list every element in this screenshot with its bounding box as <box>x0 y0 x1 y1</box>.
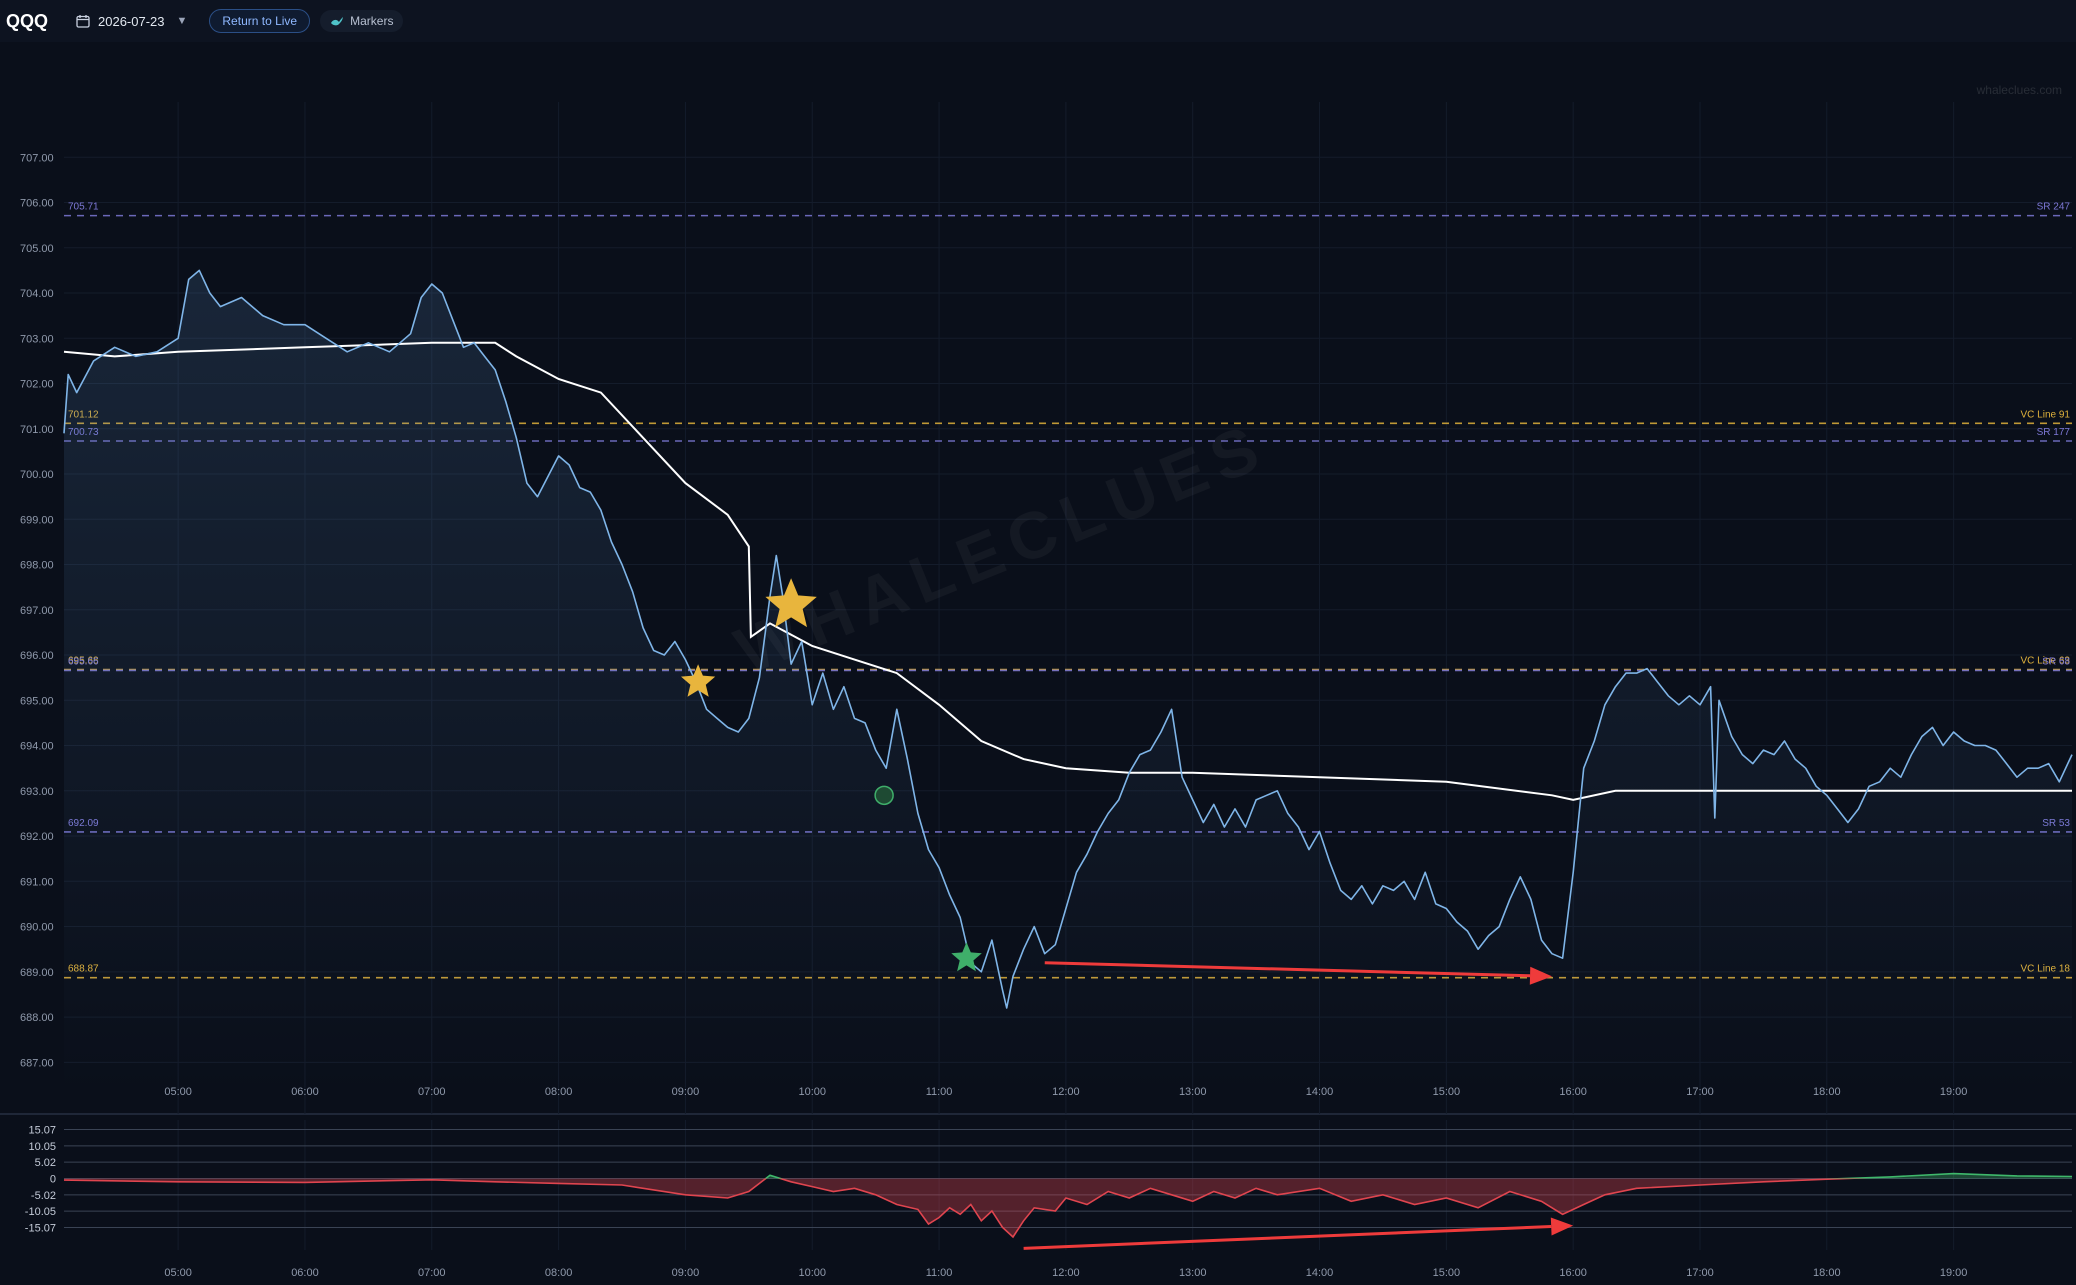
y-tick-label: 702.00 <box>20 379 54 391</box>
watermark-corner: whaleclues.com <box>1976 83 2062 97</box>
x-tick-label: 12:00 <box>1052 1086 1080 1098</box>
x-tick-label: 15:00 <box>1433 1086 1461 1098</box>
date-picker[interactable]: 2026-07-23 ▼ <box>76 14 187 29</box>
flow-y-tick-label: -15.07 <box>25 1222 56 1234</box>
y-tick-label: 690.00 <box>20 922 54 934</box>
flow-y-tick-label: -10.05 <box>25 1206 56 1218</box>
gold-star-marker[interactable] <box>681 664 716 697</box>
flow-annotation-arrow <box>1023 1217 1574 1250</box>
x-tick-label: 10:00 <box>798 1086 826 1098</box>
y-tick-label: 692.00 <box>20 831 54 843</box>
y-tick-label: 701.00 <box>20 424 54 436</box>
x-tick-label: 06:00 <box>291 1086 319 1098</box>
y-tick-label: 688.00 <box>20 1012 54 1024</box>
flow-x-tick-label: 13:00 <box>1179 1267 1207 1279</box>
price-area-fill <box>64 270 2072 1094</box>
flow-x-tick-label: 18:00 <box>1813 1267 1841 1279</box>
x-tick-label: 05:00 <box>164 1086 192 1098</box>
flow-x-tick-label: 16:00 <box>1559 1267 1587 1279</box>
y-tick-label: 703.00 <box>20 333 54 345</box>
flow-line-positive[interactable] <box>64 1172 2073 1237</box>
y-tick-label: 704.00 <box>20 288 54 300</box>
flow-x-tick-label: 14:00 <box>1306 1267 1334 1279</box>
flow-x-tick-label: 08:00 <box>545 1267 573 1279</box>
level-label-left: 705.71 <box>68 202 99 213</box>
flow-y-tick-label: 10.05 <box>28 1141 56 1153</box>
markers-button[interactable]: Markers <box>320 10 404 32</box>
level-label-right: VC Line 91 <box>2021 409 2071 420</box>
annotation-arrow <box>1044 961 1553 985</box>
flow-x-tick-label: 06:00 <box>291 1267 319 1279</box>
y-tick-label: 694.00 <box>20 741 54 753</box>
x-tick-label: 18:00 <box>1813 1086 1841 1098</box>
flow-x-tick-label: 10:00 <box>798 1267 826 1279</box>
y-tick-label: 696.00 <box>20 650 54 662</box>
y-tick-label: 705.00 <box>20 243 54 255</box>
x-tick-label: 14:00 <box>1306 1086 1334 1098</box>
y-tick-label: 691.00 <box>20 876 54 888</box>
price-line[interactable] <box>63 269 2073 1009</box>
flow-x-tick-label: 15:00 <box>1433 1267 1461 1279</box>
flow-x-tick-label: 09:00 <box>672 1267 700 1279</box>
x-tick-label: 11:00 <box>926 1086 953 1098</box>
y-tick-label: 700.00 <box>20 469 54 481</box>
flow-x-tick-label: 07:00 <box>418 1267 446 1279</box>
y-tick-label: 689.00 <box>20 967 54 979</box>
flow-y-tick-label: 5.02 <box>35 1157 56 1169</box>
flow-x-tick-label: 12:00 <box>1052 1267 1080 1279</box>
level-label-right: SR 68 <box>2042 656 2070 667</box>
x-tick-label: 19:00 <box>1940 1086 1968 1098</box>
y-tick-label: 698.00 <box>20 560 54 572</box>
green-star-marker[interactable] <box>951 942 982 972</box>
x-tick-label: 13:00 <box>1179 1086 1207 1098</box>
y-tick-label: 707.00 <box>20 152 54 164</box>
flow-x-tick-label: 17:00 <box>1686 1267 1714 1279</box>
flow-x-tick-label: 05:00 <box>164 1267 192 1279</box>
markers-label: Markers <box>350 14 394 28</box>
y-tick-label: 695.00 <box>20 695 54 707</box>
toolbar: QQQ 2026-07-23 ▼ Return to Live Markers <box>0 0 2076 43</box>
vwap-line <box>63 341 2072 801</box>
x-tick-label: 16:00 <box>1559 1086 1587 1098</box>
x-tick-label: 17:00 <box>1686 1086 1714 1098</box>
flow-line-negative[interactable] <box>63 1174 2072 1239</box>
return-to-live-button[interactable]: Return to Live <box>209 9 311 33</box>
y-tick-label: 699.00 <box>20 514 54 526</box>
x-tick-label: 07:00 <box>418 1086 446 1098</box>
y-tick-label: 706.00 <box>20 198 54 210</box>
flow-x-tick-label: 19:00 <box>1940 1267 1968 1279</box>
level-label-right: SR 247 <box>2037 202 2071 213</box>
calendar-icon <box>76 15 90 28</box>
chevron-down-icon: ▼ <box>176 15 188 27</box>
y-tick-label: 687.00 <box>20 1057 54 1069</box>
flow-y-tick-label: 0 <box>50 1174 56 1186</box>
x-tick-label: 08:00 <box>545 1086 573 1098</box>
whale-icon <box>331 17 344 26</box>
ticker-symbol[interactable]: QQQ <box>6 10 49 31</box>
y-tick-label: 697.00 <box>20 605 54 617</box>
flow-negative-area <box>64 1178 2072 1237</box>
level-label-right: VC Line 63 <box>2021 656 2071 667</box>
x-tick-label: 09:00 <box>672 1086 700 1098</box>
green-circle-marker[interactable] <box>874 785 894 806</box>
flow-y-tick-label: -5.02 <box>31 1190 56 1202</box>
level-label-right: SR 177 <box>2037 427 2071 438</box>
flow-x-tick-label: 11:00 <box>926 1267 953 1279</box>
gold-star-marker[interactable] <box>765 578 817 628</box>
date-value: 2026-07-23 <box>98 13 165 29</box>
flow-y-tick-label: 15.07 <box>28 1125 56 1137</box>
y-tick-label: 693.00 <box>20 786 54 798</box>
